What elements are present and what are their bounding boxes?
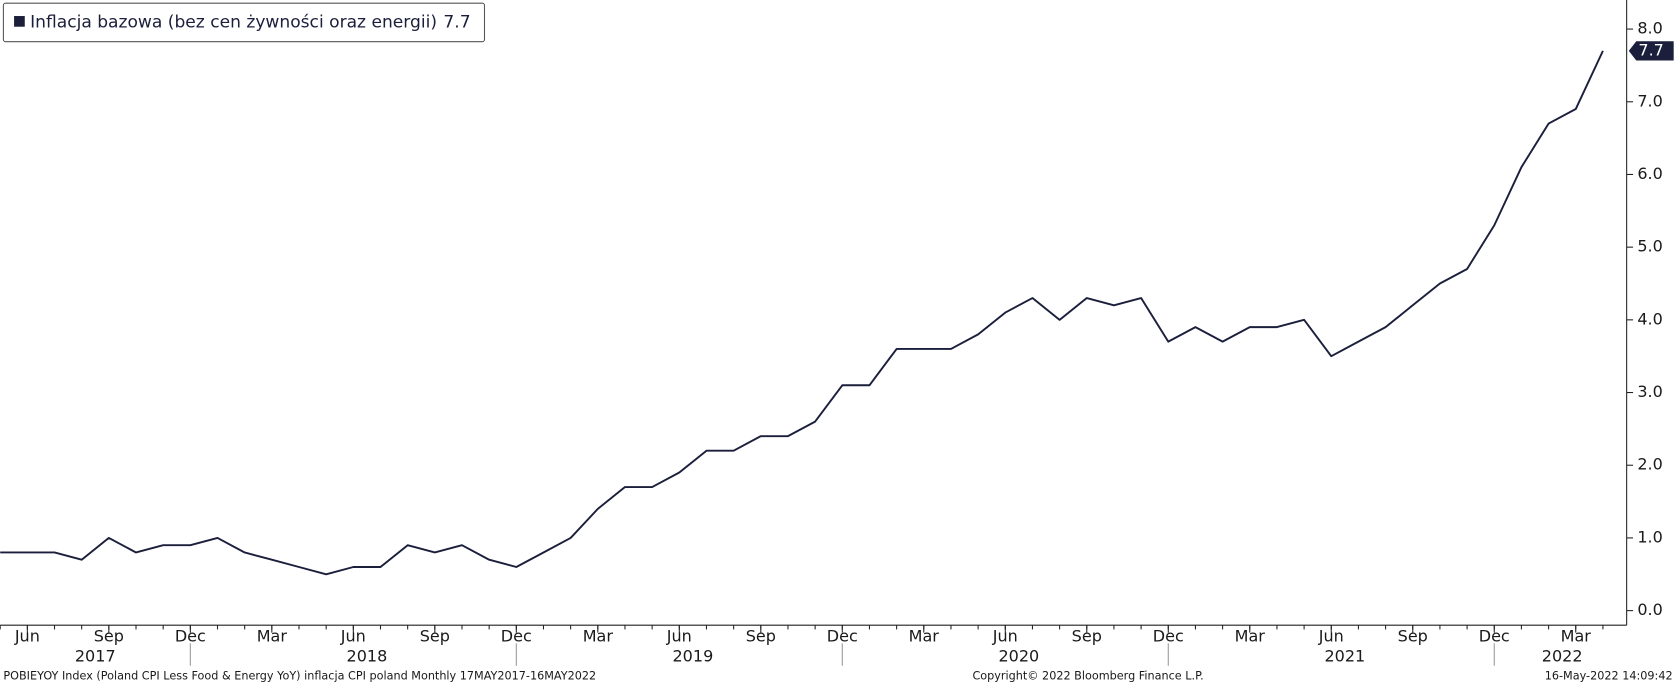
x-tick-label: Sep <box>1072 626 1102 645</box>
last-value-label: 7.7 <box>1638 40 1663 59</box>
legend-swatch <box>14 16 25 27</box>
x-tick-label: Sep <box>94 626 124 645</box>
series-line <box>0 50 1604 576</box>
footer-source: POBIEYOY Index (Poland CPI Less Food & E… <box>3 669 596 682</box>
legend-label: Inflacja bazowa (bez cen żywności oraz e… <box>30 12 437 32</box>
x-year-label: 2020 <box>998 647 1039 666</box>
y-tick-label: 7.0 <box>1637 91 1662 110</box>
y-tick-label: 5.0 <box>1637 237 1662 256</box>
y-tick-label: 3.0 <box>1637 382 1662 401</box>
x-tick-label: Sep <box>746 626 776 645</box>
x-tick-label: Dec <box>1153 626 1184 645</box>
y-tick-label: 1.0 <box>1637 527 1662 546</box>
x-tick-label: Mar <box>1235 626 1266 645</box>
footer-timestamp: 16-May-2022 14:09:42 <box>1545 669 1673 682</box>
y-tick-label: 2.0 <box>1637 455 1662 474</box>
x-tick-label: Mar <box>1561 626 1592 645</box>
y-tick-label: 8.0 <box>1637 19 1662 38</box>
x-tick-label: Jun <box>14 626 40 645</box>
legend: Inflacja bazowa (bez cen żywności oraz e… <box>2 2 486 43</box>
y-tick-label: 6.0 <box>1637 164 1662 183</box>
x-tick-label: Dec <box>827 626 858 645</box>
footer-copyright: Copyright© 2022 Bloomberg Finance L.P. <box>972 669 1203 682</box>
x-tick-label: Mar <box>257 626 288 645</box>
x-tick-label: Jun <box>340 626 366 645</box>
last-value-flag <box>1628 41 1674 61</box>
x-tick-label: Sep <box>420 626 450 645</box>
x-year-label: 2017 <box>75 647 116 666</box>
x-tick-label: Sep <box>1398 626 1428 645</box>
legend-last-value: 7.7 <box>443 12 470 32</box>
x-year-label: 2019 <box>673 647 714 666</box>
x-tick-label: Dec <box>1479 626 1510 645</box>
x-year-label: 2022 <box>1542 647 1583 666</box>
x-tick-label: Mar <box>909 626 940 645</box>
y-tick-label: 4.0 <box>1637 309 1662 328</box>
x-year-label: 2018 <box>347 647 388 666</box>
x-year-label: 2021 <box>1324 647 1365 666</box>
y-tick-label: 0.0 <box>1637 600 1662 619</box>
x-tick-label: Jun <box>666 626 692 645</box>
x-tick-label: Dec <box>501 626 532 645</box>
x-tick-label: Mar <box>583 626 614 645</box>
legend-box <box>2 2 486 43</box>
x-tick-label: Dec <box>175 626 206 645</box>
x-tick-label: Jun <box>1318 626 1344 645</box>
x-tick-label: Jun <box>992 626 1018 645</box>
